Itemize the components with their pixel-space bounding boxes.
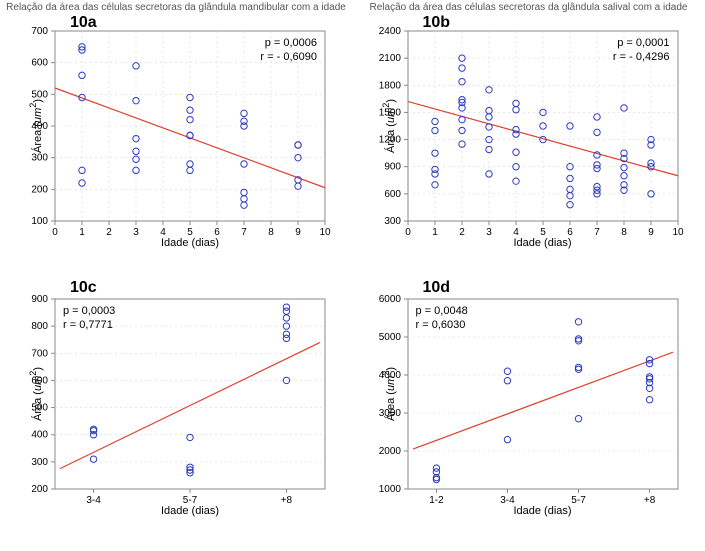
svg-text:100: 100 [31, 216, 48, 227]
svg-text:300: 300 [384, 216, 401, 227]
plot-area: 2003004005006007008009003-45-7+8Área (um… [55, 299, 325, 489]
stat-r: r = - 0,4296 [613, 51, 670, 65]
svg-text:6: 6 [567, 227, 573, 238]
svg-text:7: 7 [594, 227, 600, 238]
y-axis-title: Área (um2) [381, 367, 397, 421]
panel-10c: 10c 2003004005006007008009003-45-7+8Área … [0, 275, 352, 550]
svg-text:5000: 5000 [378, 332, 401, 343]
svg-text:6000: 6000 [378, 294, 401, 305]
svg-text:2: 2 [459, 227, 465, 238]
svg-text:5-7: 5-7 [571, 495, 586, 506]
y-axis-title: Área (um2) [381, 99, 397, 153]
svg-text:9: 9 [648, 227, 654, 238]
svg-text:6: 6 [214, 227, 220, 238]
stat-p: p = 0,0001 [613, 37, 670, 51]
svg-text:2: 2 [106, 227, 112, 238]
svg-text:4: 4 [160, 227, 166, 238]
svg-text:5: 5 [540, 227, 546, 238]
svg-text:5: 5 [187, 227, 193, 238]
svg-text:+8: +8 [281, 495, 293, 506]
svg-text:200: 200 [31, 184, 48, 195]
stats-box: p = 0,0003r = 0,7771 [63, 305, 115, 333]
svg-text:0: 0 [405, 227, 411, 238]
svg-text:300: 300 [31, 153, 48, 164]
svg-text:900: 900 [384, 162, 401, 173]
stat-p: p = 0,0006 [260, 37, 317, 51]
panel-title: Relação da área das células secretoras d… [0, 0, 352, 13]
panel-10b: Relação da área das células secretoras d… [353, 0, 705, 275]
svg-text:1800: 1800 [378, 80, 401, 91]
x-axis-title: Idade (dias) [408, 503, 678, 517]
svg-text:300: 300 [31, 457, 48, 468]
svg-text:800: 800 [31, 321, 48, 332]
stats-box: p = 0,0048r = 0,6030 [416, 305, 468, 333]
svg-text:5-7: 5-7 [183, 495, 198, 506]
stat-r: r = 0,7771 [63, 319, 115, 333]
svg-text:400: 400 [31, 430, 48, 441]
svg-text:+8: +8 [643, 495, 655, 506]
y-axis-title: Área (um2) [28, 99, 44, 153]
stat-p: p = 0,0048 [416, 305, 468, 319]
svg-text:600: 600 [31, 58, 48, 69]
panel-label: 10c [70, 279, 97, 297]
figure-grid: Relação da área das células secretoras d… [0, 0, 705, 550]
stat-r: r = - 0,6090 [260, 51, 317, 65]
svg-text:900: 900 [31, 294, 48, 305]
svg-text:2000: 2000 [378, 446, 401, 457]
svg-text:3: 3 [133, 227, 139, 238]
panel-title [0, 275, 352, 277]
svg-text:10: 10 [319, 227, 331, 238]
panel-10d: 10d 1000200030004000500060001-23-45-7+8Ár… [353, 275, 705, 550]
panel-10a: Relação da área das células secretoras d… [0, 0, 352, 275]
panel-label: 10a [70, 14, 97, 32]
plot-area: 3006009001200150018002100240001234567891… [408, 31, 678, 221]
svg-text:10: 10 [672, 227, 684, 238]
svg-text:3-4: 3-4 [500, 495, 515, 506]
svg-text:8: 8 [268, 227, 274, 238]
svg-text:4: 4 [513, 227, 519, 238]
svg-text:200: 200 [31, 484, 48, 495]
svg-text:1: 1 [79, 227, 85, 238]
svg-text:0: 0 [52, 227, 58, 238]
svg-text:1: 1 [432, 227, 438, 238]
panel-label: 10b [423, 14, 451, 32]
svg-text:8: 8 [621, 227, 627, 238]
svg-text:700: 700 [31, 26, 48, 37]
panel-title [353, 275, 705, 277]
panel-label: 10d [423, 279, 451, 297]
panel-title: Relação da área das células secretoras d… [353, 0, 705, 13]
svg-text:600: 600 [384, 189, 401, 200]
svg-text:2100: 2100 [378, 53, 401, 64]
svg-text:700: 700 [31, 348, 48, 359]
svg-text:1000: 1000 [378, 484, 401, 495]
svg-text:2400: 2400 [378, 26, 401, 37]
svg-text:1-2: 1-2 [429, 495, 444, 506]
stats-box: p = 0,0006r = - 0,6090 [260, 37, 317, 65]
plot-area: 100200300400500600700012345678910Área (u… [55, 31, 325, 221]
plot-area: 1000200030004000500060001-23-45-7+8Área … [408, 299, 678, 489]
svg-text:3: 3 [486, 227, 492, 238]
stats-box: p = 0,0001r = - 0,4296 [613, 37, 670, 65]
svg-text:3-4: 3-4 [86, 495, 101, 506]
svg-text:9: 9 [295, 227, 301, 238]
y-axis-title: Área (um2) [28, 367, 44, 421]
stat-p: p = 0,0003 [63, 305, 115, 319]
stat-r: r = 0,6030 [416, 319, 468, 333]
svg-text:7: 7 [241, 227, 247, 238]
